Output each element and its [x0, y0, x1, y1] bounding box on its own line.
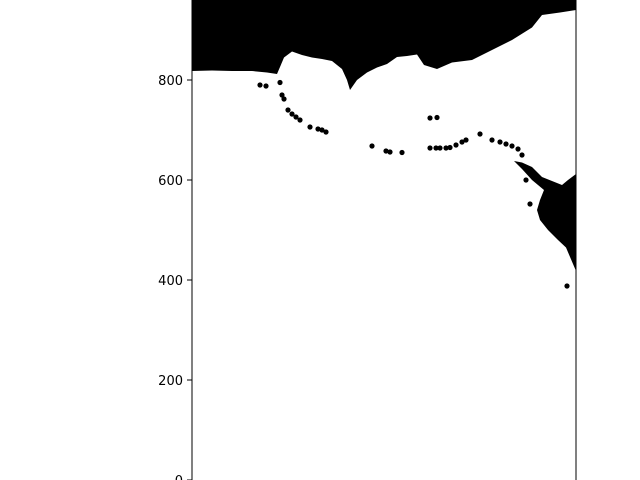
data-point — [515, 146, 521, 152]
filled-regions — [192, 0, 576, 271]
data-point — [427, 115, 433, 121]
north-landmass-region — [192, 0, 576, 90]
data-point — [319, 127, 325, 133]
data-point — [527, 201, 533, 207]
data-point — [433, 145, 439, 151]
axes — [191, 0, 577, 480]
data-point — [307, 124, 313, 130]
data-point — [463, 137, 469, 143]
data-point — [564, 283, 570, 289]
y-tick-label: 0 — [175, 474, 183, 480]
data-point — [279, 92, 285, 98]
y-tick-label: 600 — [158, 174, 183, 189]
data-point — [497, 139, 503, 145]
data-point — [387, 149, 393, 155]
data-point — [477, 131, 483, 137]
data-point — [453, 142, 459, 148]
data-point — [323, 129, 329, 135]
data-point — [503, 141, 509, 147]
data-point — [315, 126, 321, 132]
data-point — [369, 143, 375, 149]
data-point — [434, 114, 440, 121]
y-tick-label: 200 — [158, 374, 183, 389]
data-point — [297, 117, 303, 123]
data-point — [447, 144, 453, 151]
data-point — [519, 152, 525, 158]
data-point — [293, 114, 299, 120]
data-point — [277, 79, 283, 86]
data-point — [383, 148, 389, 154]
data-point — [399, 149, 405, 156]
data-point — [437, 145, 443, 151]
data-point — [257, 82, 263, 88]
data-point — [289, 111, 295, 117]
data-point — [509, 143, 515, 149]
data-point — [443, 145, 449, 151]
data-point — [427, 145, 433, 151]
east-landmass-region — [514, 161, 576, 271]
data-point — [459, 139, 465, 145]
data-point — [263, 83, 269, 89]
data-point — [285, 107, 291, 113]
y-axis-ticks: 0 200 400 600 800 — [158, 74, 192, 480]
data-points — [257, 79, 570, 289]
y-tick-label: 800 — [158, 74, 183, 89]
data-point — [489, 137, 495, 143]
data-point — [523, 177, 529, 183]
y-tick-label: 400 — [158, 274, 183, 289]
data-point — [281, 96, 287, 102]
